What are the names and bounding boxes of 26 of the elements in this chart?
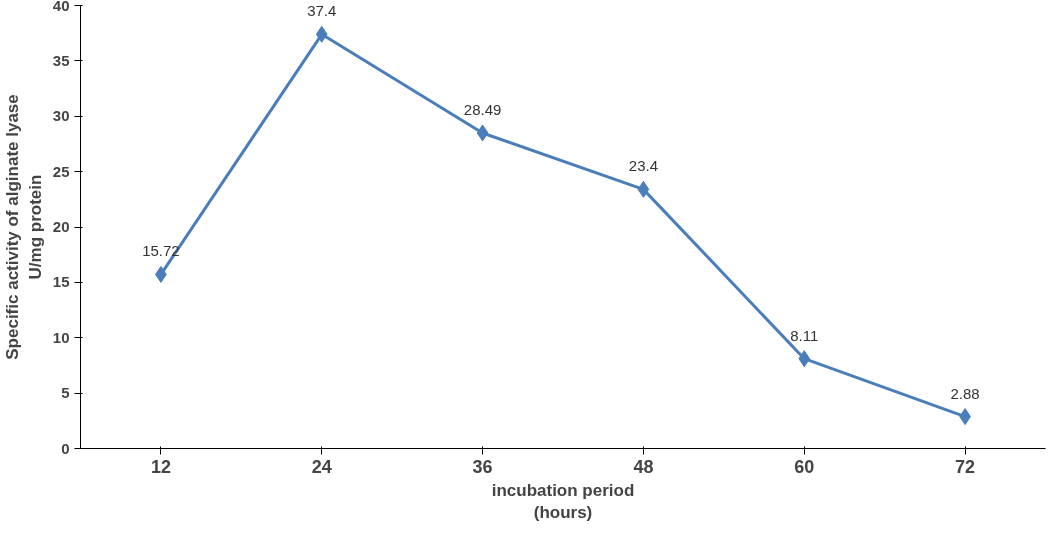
y-tick-label: 25 <box>52 162 70 180</box>
data-label: 8.11 <box>790 326 819 344</box>
x-tick-label: 60 <box>794 456 815 477</box>
data-label: 37.4 <box>307 2 337 20</box>
y-tick-label: 5 <box>61 384 70 402</box>
y-tick-label: 10 <box>52 328 70 346</box>
point <box>315 25 328 43</box>
point <box>476 124 489 142</box>
data-label: 28.49 <box>463 100 502 118</box>
y-tick-label: 0 <box>61 439 70 457</box>
data-label: 23.4 <box>628 157 659 175</box>
y-tick-label: 35 <box>52 51 70 69</box>
y-tick-label: 15 <box>52 273 70 291</box>
x-axis-title: incubation period (hours) <box>491 480 635 523</box>
y-tick-label: 40 <box>52 0 70 14</box>
y-tick-label: 30 <box>52 107 70 125</box>
x-tick-label: 36 <box>472 456 493 477</box>
x-tick-label: 24 <box>311 456 332 477</box>
x-tick-label: 12 <box>150 456 171 477</box>
x-tick-label: 48 <box>633 456 654 477</box>
y-axis-title: Specific activity of alginate lyase U/mg protein <box>3 94 45 360</box>
data-label: 2.88 <box>950 384 980 402</box>
x-tick-label: 72 <box>955 456 976 477</box>
y-tick-label: 20 <box>52 218 70 235</box>
point <box>637 180 650 198</box>
point <box>798 350 811 368</box>
